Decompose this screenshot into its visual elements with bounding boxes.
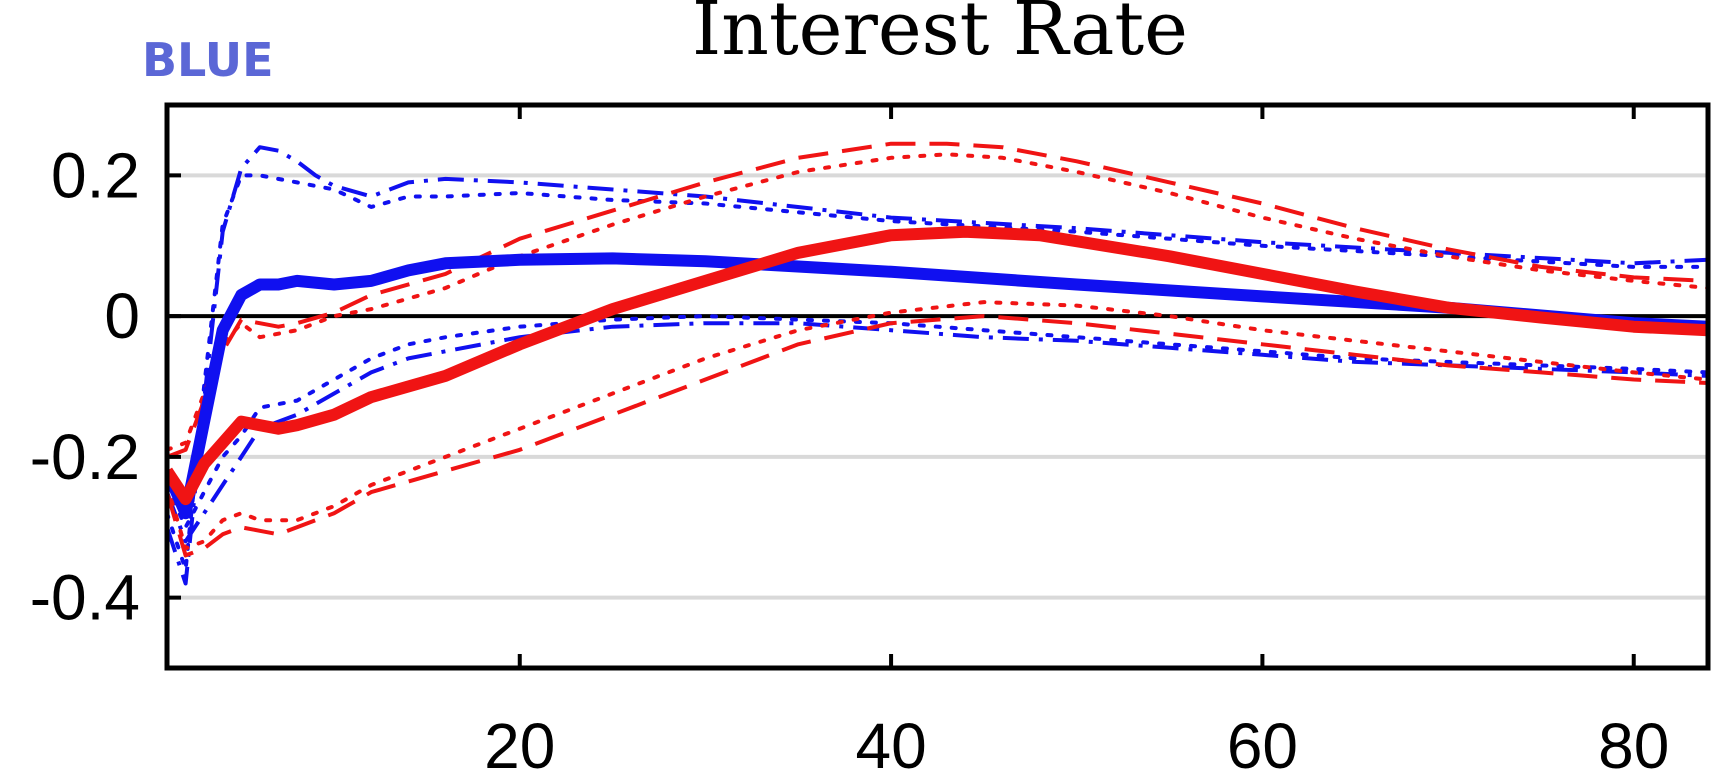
x-tick-label: 20: [484, 710, 555, 778]
series-line-red-dashed: [167, 314, 1708, 558]
series-line-blue-dotted: [167, 173, 1708, 572]
x-tick-label: 60: [1227, 710, 1298, 778]
x-tick-label: 40: [855, 710, 926, 778]
plot-frame: [164, 102, 1711, 671]
y-tick-label: 0.2: [51, 139, 140, 211]
x-axis: 20 40 60 80: [484, 105, 1669, 778]
x-tick-label: 80: [1598, 710, 1669, 778]
series-group: [167, 141, 1708, 586]
gridlines: [167, 173, 1708, 600]
y-tick-label: -0.2: [30, 421, 140, 493]
y-tick-label: -0.4: [30, 562, 140, 634]
chart-title: Interest Rate: [692, 0, 1188, 72]
series-line-red-dotted: [167, 300, 1708, 551]
corner-tag: BLUE: [142, 33, 274, 87]
series-line-red-dotted: [167, 152, 1708, 452]
series-line-red-solid: [167, 225, 1708, 506]
series-line-blue-dotted: [167, 314, 1708, 530]
y-tick-label: 0: [104, 280, 140, 352]
y-axis: 0.2 0 -0.2 -0.4: [30, 139, 181, 634]
series-line-blue-solid: [167, 252, 1708, 520]
series-line-blue-dashdot: [167, 145, 1708, 586]
series-line-red-dashed: [167, 141, 1708, 459]
series-line-blue-dashdot: [167, 321, 1708, 544]
